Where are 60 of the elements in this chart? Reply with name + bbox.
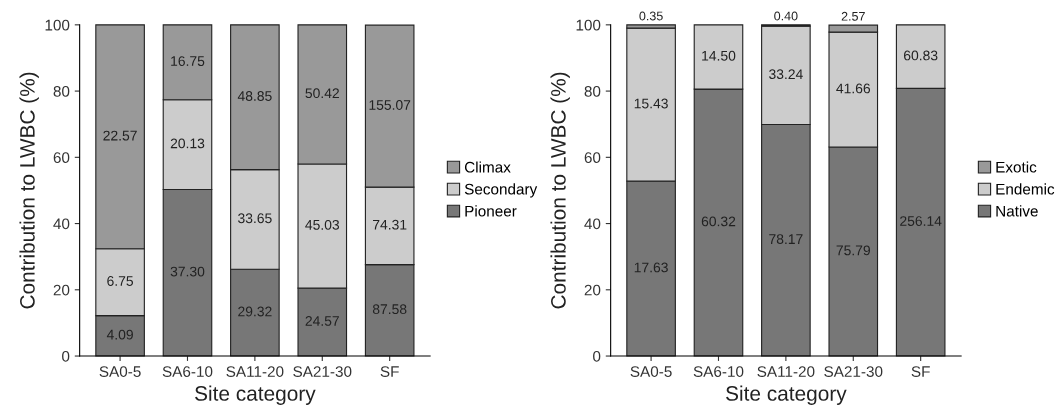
y-tick-label: 20 [584, 284, 601, 296]
y-tick-label: 0 [62, 350, 70, 362]
y-tick-label: 20 [53, 284, 70, 296]
annotation: 155.07 [369, 100, 411, 110]
x-tick-label: SA6-10 [693, 366, 744, 377]
x-tick-label: SA21-30 [293, 366, 352, 377]
annotation: 45.03 [305, 219, 340, 230]
annotation: 256.14 [900, 216, 942, 226]
legend-label: Endemic [996, 183, 1055, 195]
annotation: 33.24 [769, 69, 803, 80]
annotation: 50.42 [305, 88, 339, 99]
y-tick-label: 80 [53, 85, 70, 97]
annotation: 75.79 [836, 245, 870, 256]
y-axis-title: Contribution to LWBC (%) [550, 72, 570, 309]
annotation: 60.83 [904, 50, 938, 61]
legend-label: Pioneer [465, 205, 517, 217]
annotation: 78.17 [769, 234, 803, 245]
annotation: 4.09 [106, 329, 133, 340]
y-axis-title: Contribution to LWBC (%) [19, 72, 39, 309]
x-axis-title: Site category [195, 385, 316, 405]
y-tick-label: 40 [53, 218, 70, 230]
annotation: 14.50 [702, 50, 736, 61]
annotation: 74.31 [373, 219, 407, 230]
annotation: 16.75 [171, 56, 205, 66]
x-axis-title: Site category [726, 385, 847, 405]
x-tick-label: SF [911, 366, 930, 377]
text: 0.35 [639, 11, 663, 21]
legend-label: Exotic [996, 161, 1037, 173]
legend-label: Secondary [464, 183, 538, 198]
annotation: 24.57 [305, 315, 339, 326]
legend-label: Climax [464, 161, 511, 173]
text: 0.40 [774, 11, 798, 21]
annotation: 33.65 [238, 213, 272, 224]
annotation: 48.85 [237, 91, 272, 101]
y-tick-label: 80 [584, 85, 601, 97]
annotation: 29.32 [238, 306, 272, 317]
x-tick-label: SA21-30 [824, 366, 883, 377]
y-tick-label: 0 [593, 350, 601, 362]
annotation: 41.66 [836, 83, 871, 94]
legend-label: Native [996, 205, 1038, 217]
x-tick-label: SA0-5 [99, 366, 141, 377]
x-tick-label: SF [380, 366, 399, 377]
y-tick-label: 60 [53, 152, 70, 164]
x-tick-label: SA11-20 [757, 366, 815, 377]
x-tick-label: SA11-20 [226, 366, 284, 377]
annotation: 22.57 [103, 130, 137, 141]
y-tick-label: 40 [584, 218, 601, 230]
annotation: 60.32 [701, 216, 736, 227]
annotation: 87.58 [372, 304, 407, 315]
x-tick-label: SA6-10 [162, 366, 213, 377]
y-tick-label: 100 [45, 19, 70, 31]
text: 2.57 [841, 11, 865, 21]
x-tick-label: SA0-5 [630, 366, 672, 377]
annotation: 37.30 [170, 266, 205, 277]
annotation: 17.63 [634, 262, 668, 273]
annotation: 20.13 [170, 138, 205, 149]
y-tick-label: 100 [576, 19, 601, 31]
annotation: 6.75 [107, 276, 134, 286]
y-tick-label: 60 [584, 152, 601, 164]
annotation: 15.43 [634, 98, 668, 109]
